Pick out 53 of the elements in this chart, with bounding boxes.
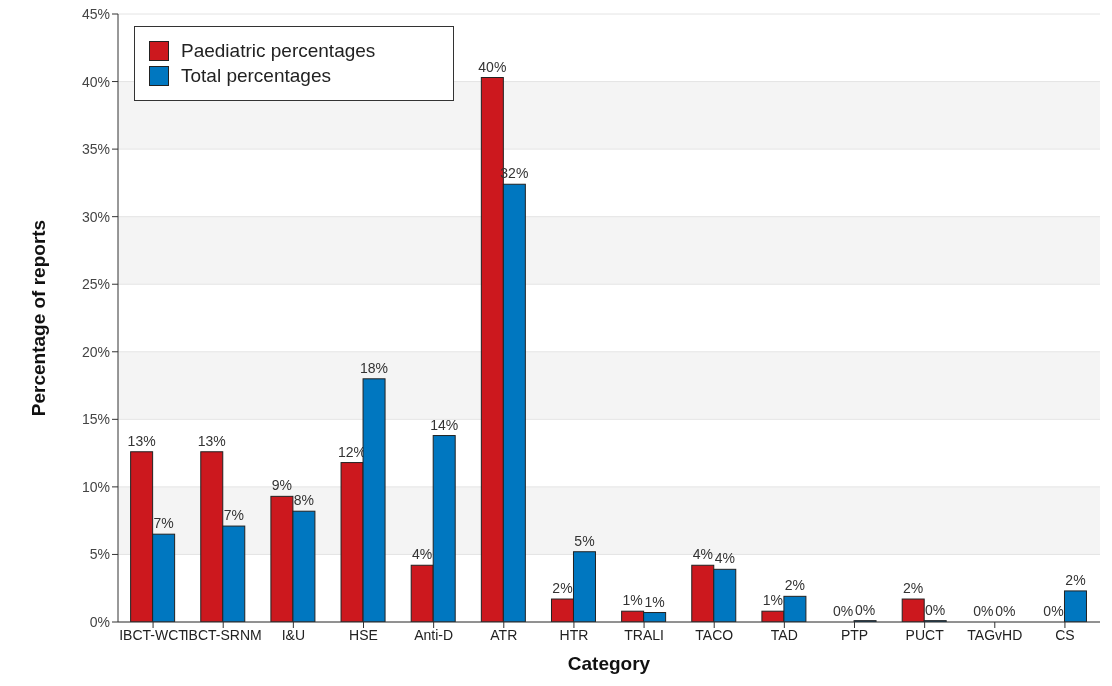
data-label: 40%: [478, 58, 507, 75]
data-label: 1%: [644, 593, 665, 610]
x-tick-label: HTR: [559, 626, 589, 643]
y-tick-label: 25%: [81, 276, 110, 293]
data-label: 5%: [574, 532, 595, 549]
data-label: 4%: [692, 546, 713, 563]
y-tick-label: 0%: [89, 613, 110, 630]
data-label: 13%: [127, 432, 156, 449]
y-tick-label: 35%: [81, 141, 110, 158]
legend-label: Paediatric percentages: [181, 40, 376, 62]
x-tick-label: TAGvHD: [967, 626, 1023, 643]
legend-label: Total percentages: [181, 65, 331, 87]
data-label: 8%: [293, 492, 315, 509]
data-label: 0%: [995, 603, 1016, 619]
data-label: 4%: [412, 546, 433, 563]
data-label: 1%: [762, 592, 784, 609]
x-tick-label: PUCT: [905, 626, 945, 643]
data-label: 2%: [784, 577, 806, 594]
x-tick-label: I&U: [281, 626, 306, 643]
y-tick-label: 40%: [81, 73, 110, 90]
y-tick-label: 5%: [89, 546, 110, 563]
data-label: 7%: [223, 507, 244, 524]
data-label: 14%: [430, 416, 459, 433]
y-tick-label: 10%: [81, 478, 110, 495]
data-label: 9%: [271, 477, 293, 494]
y-tick-label: 15%: [81, 411, 110, 428]
data-label: 0%: [1043, 603, 1064, 619]
data-label: 13%: [197, 432, 226, 449]
y-axis-title: Percentage of reports: [27, 219, 49, 417]
x-tick-label: TACO: [695, 626, 734, 643]
x-tick-label: TAD: [770, 626, 798, 643]
data-label: 0%: [854, 601, 876, 618]
x-tick-label: CS: [1055, 626, 1075, 643]
x-axis-title: Category: [567, 653, 651, 674]
data-label: 2%: [552, 580, 573, 597]
x-tick-label: ATR: [490, 626, 518, 643]
data-label: 0%: [925, 601, 946, 618]
data-label: 0%: [973, 603, 994, 619]
data-label: 1%: [622, 592, 643, 609]
data-label: 2%: [1065, 571, 1086, 588]
x-tick-label: HSE: [349, 626, 378, 643]
data-label: 4%: [714, 550, 735, 567]
y-tick-label: 30%: [81, 208, 110, 225]
x-tick-label: TRALI: [624, 626, 664, 643]
data-label: 0%: [832, 603, 854, 619]
y-tick-label: 20%: [81, 343, 110, 360]
x-tick-label: IBCT-WCT: [119, 626, 188, 643]
x-tick-label: Anti-D: [414, 626, 454, 643]
data-label: 2%: [903, 580, 924, 597]
x-tick-label: PTP: [840, 626, 869, 643]
data-label: 18%: [360, 359, 389, 376]
y-tick-label: 45%: [81, 5, 110, 22]
data-label: 7%: [153, 515, 174, 532]
